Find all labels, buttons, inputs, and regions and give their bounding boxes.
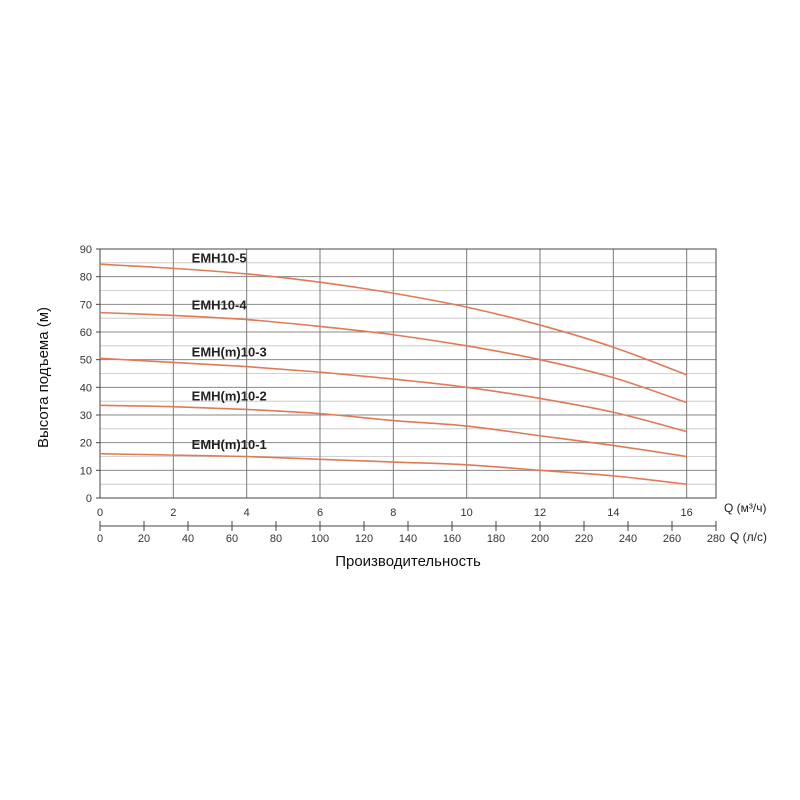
x2-tick-label: 200: [531, 533, 549, 545]
x-tick-label: 10: [461, 507, 473, 519]
series-lines: [99, 263, 687, 485]
x-tick-label: 8: [390, 507, 396, 519]
y-tick-label: 20: [80, 438, 92, 450]
y-axis-title: Высота подъема (м): [35, 307, 52, 448]
x2-tick-label: 100: [311, 533, 329, 545]
x-tick-label: 0: [97, 507, 103, 519]
series-label: EMH(m)10-2: [192, 389, 267, 404]
series-line: [99, 263, 687, 376]
x2-tick-label: 260: [663, 533, 681, 545]
x-tick-label: 14: [607, 507, 619, 519]
x2-tick-label: 140: [399, 533, 417, 545]
x2-tick-label: 0: [97, 533, 103, 545]
x-tick-label: 2: [170, 507, 176, 519]
y-tick-label: 30: [80, 410, 92, 422]
x2-tick-label: 80: [270, 533, 282, 545]
x2-tick-label: 160: [443, 533, 461, 545]
y-tick-label: 90: [80, 244, 92, 256]
x-tick-label: 6: [317, 507, 323, 519]
x-tick-label: 16: [681, 507, 693, 519]
y-tick-label: 60: [80, 327, 92, 339]
series-line: [99, 357, 687, 433]
series-label: EMH(m)10-1: [192, 437, 267, 452]
series-label: EMH10-4: [192, 297, 248, 312]
x2-tick-label: 20: [138, 533, 150, 545]
x-tick-label: 12: [534, 507, 546, 519]
x-axis-title: Производительность: [335, 553, 481, 570]
y-axis-ticks: 0 10 20 30 40 50 60 70 80 90: [80, 244, 100, 505]
secondary-x-axis-ticks: 0 20 40 60 80 100 120 140 160 180 200 220 240 260 280: [97, 521, 725, 545]
x-axis-ticks: 0 2 4 6 8 10 12 14 16: [97, 507, 693, 519]
series-line: [99, 311, 687, 404]
series-line: [99, 452, 687, 485]
series-label: EMH(m)10-3: [192, 344, 267, 359]
y-tick-label: 50: [80, 355, 92, 367]
x2-tick-label: 240: [619, 533, 637, 545]
x2-tick-label: 120: [355, 533, 373, 545]
x2-tick-label: 280: [707, 533, 725, 545]
x-axis-unit: Q (м³/ч): [724, 501, 767, 515]
secondary-x-axis-unit: Q (л/с): [730, 530, 767, 544]
y-tick-label: 10: [80, 465, 92, 477]
x-tick-label: 4: [244, 507, 250, 519]
y-tick-label: 70: [80, 299, 92, 311]
x2-tick-label: 40: [182, 533, 194, 545]
y-tick-label: 40: [80, 382, 92, 394]
y-tick-label: 0: [86, 493, 92, 505]
x2-tick-label: 220: [575, 533, 593, 545]
grid: [99, 248, 716, 499]
x2-tick-label: 60: [226, 533, 238, 545]
x2-tick-label: 180: [487, 533, 505, 545]
series-line: [99, 404, 687, 458]
plot-frame: [99, 248, 717, 499]
series-labels: EMH10-5 EMH10-4 EMH(m)10-3 EMH(m)10-2 EMH(m)…: [192, 250, 267, 452]
series-label: EMH10-5: [192, 250, 247, 265]
y-tick-label: 80: [80, 272, 92, 284]
